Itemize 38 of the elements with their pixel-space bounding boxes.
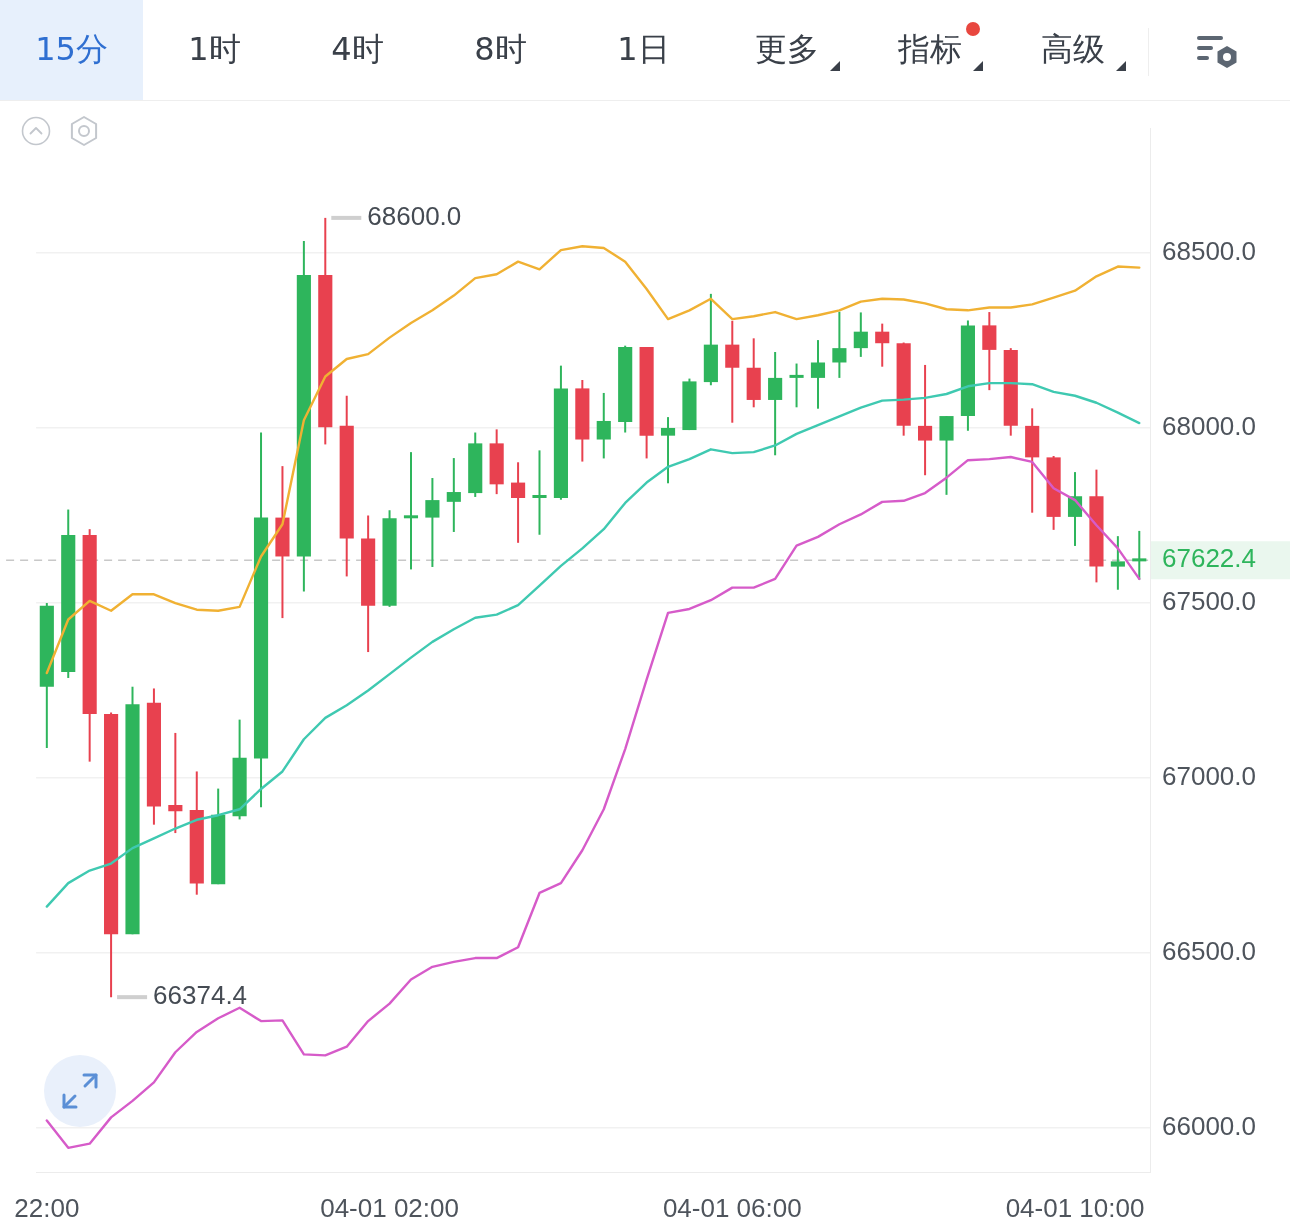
candlestick bbox=[403, 451, 419, 571]
text: 4时 bbox=[331, 29, 384, 70]
candlestick bbox=[660, 416, 676, 485]
candlestick bbox=[725, 319, 740, 424]
candlestick bbox=[425, 477, 440, 568]
y-tick-label: 67000.0 bbox=[1162, 761, 1256, 792]
y-tick-label: 66000.0 bbox=[1162, 1111, 1256, 1142]
y-tick-label: 66500.0 bbox=[1162, 936, 1256, 967]
x-tick-label: 22:00 bbox=[14, 1192, 80, 1223]
candlestick bbox=[789, 362, 804, 409]
text: 指标 bbox=[897, 29, 962, 70]
candlestick bbox=[853, 311, 868, 358]
text: 1时 bbox=[188, 29, 241, 70]
candlestick bbox=[768, 350, 783, 457]
x-tick-label: 04-01 06:00 bbox=[662, 1192, 802, 1223]
candlestick bbox=[596, 391, 611, 460]
text: 8时 bbox=[474, 29, 527, 70]
tab: 15分 bbox=[0, 0, 143, 100]
candlestick bbox=[446, 457, 461, 533]
candlestick bbox=[918, 363, 933, 477]
y-tick-label: 68500.0 bbox=[1162, 236, 1256, 267]
candlestick bbox=[511, 461, 526, 544]
annotation: 66374.4 bbox=[153, 980, 248, 1011]
x-tick-label: 04-01 02:00 bbox=[320, 1192, 459, 1223]
candlestick bbox=[168, 731, 183, 835]
text: 高级 bbox=[1040, 29, 1105, 70]
text: 1日 bbox=[617, 29, 670, 70]
candlestick bbox=[832, 310, 847, 379]
y-tick-label: 67500.0 bbox=[1162, 586, 1256, 617]
candlestick bbox=[875, 322, 890, 368]
x-tick-label: 04-01 10:00 bbox=[1005, 1192, 1145, 1223]
text: 更多 bbox=[754, 29, 819, 70]
candlestick bbox=[1110, 535, 1125, 591]
y-tick-label: 68000.0 bbox=[1162, 411, 1256, 442]
ref-line-label: 67622.4 bbox=[1162, 543, 1256, 574]
annotation: 68600.0 bbox=[367, 201, 462, 232]
candlestick bbox=[810, 339, 826, 410]
candlestick bbox=[532, 449, 547, 536]
